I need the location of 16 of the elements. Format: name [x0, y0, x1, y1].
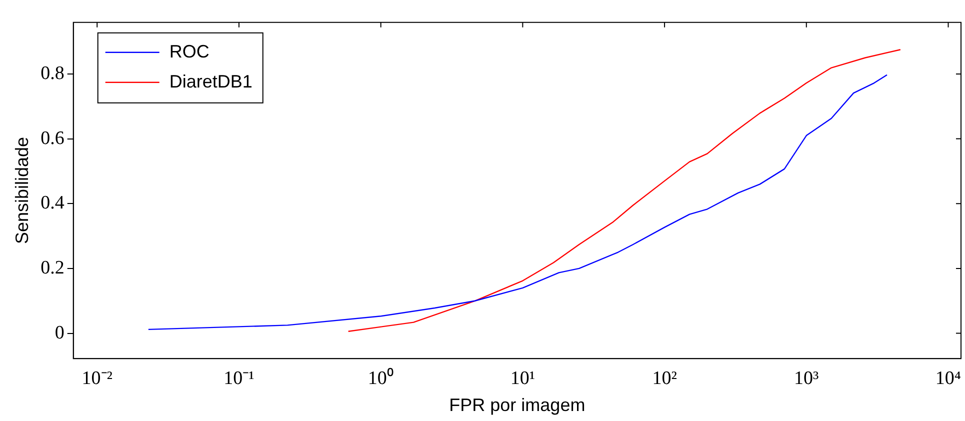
y-tick-label: 0.8 — [40, 62, 64, 84]
x-tick-label: 10¹ — [510, 368, 536, 389]
y-tick-label: 0 — [54, 322, 64, 344]
x-tick-label: 10⁰ — [368, 366, 394, 389]
y-tick-label: 0.2 — [40, 257, 64, 278]
x-tick-label: 10⁻¹ — [224, 368, 255, 389]
y-axis-title: Sensibilidade — [12, 136, 32, 244]
y-tick-label: 0.4 — [40, 192, 65, 214]
x-tick-label: 10⁻² — [82, 368, 113, 389]
x-tick-label: 10² — [652, 368, 678, 389]
y-tick-label: 0.6 — [40, 128, 64, 149]
legend-label: ROC — [169, 41, 210, 62]
x-tick-label: 10⁴ — [935, 368, 962, 389]
x-axis-title: FPR por imagem — [449, 395, 586, 416]
x-tick-label: 10³ — [794, 368, 820, 389]
legend-label: DiaretDB1 — [169, 71, 252, 92]
